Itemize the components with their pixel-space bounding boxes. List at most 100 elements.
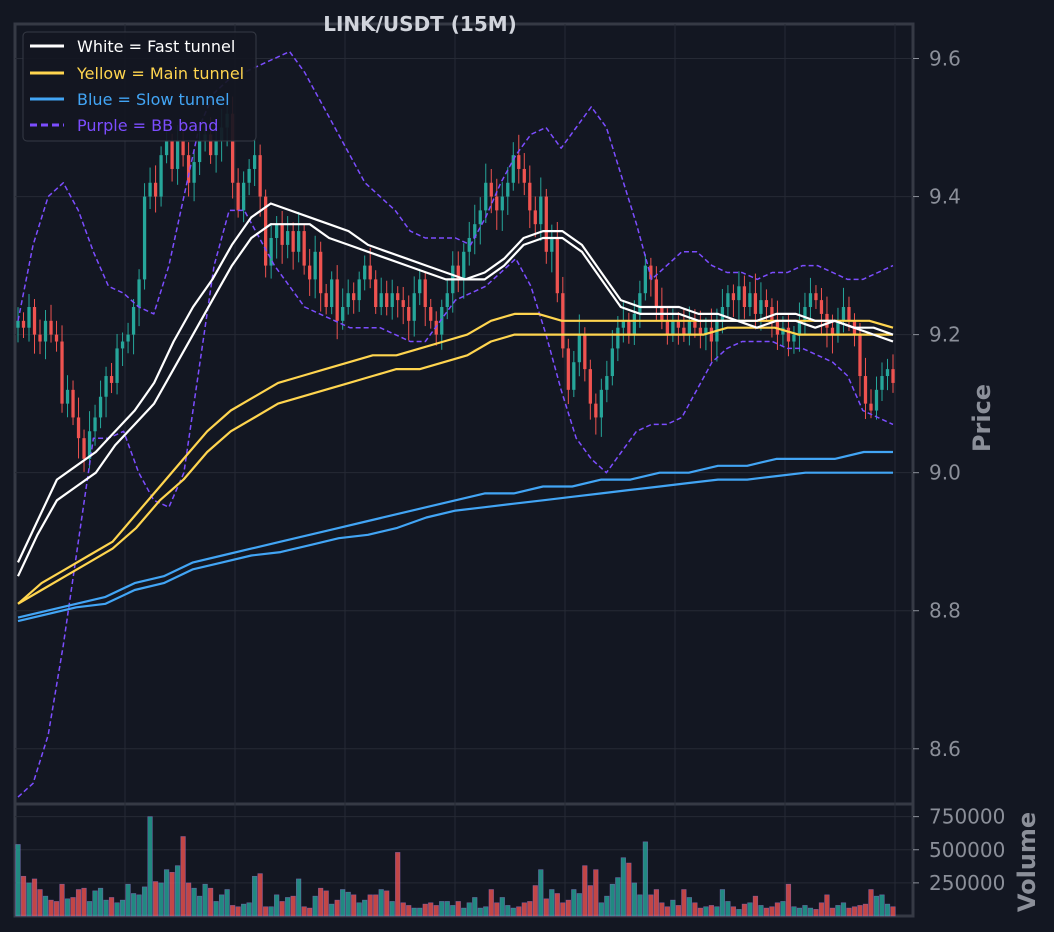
volume-bar [125,883,131,917]
volume-bar [285,897,291,917]
candle-body [352,293,356,301]
candle-body [153,182,158,197]
candle-body [170,141,174,169]
volume-axis-title: Volume [1013,812,1041,912]
candle-body [880,376,884,390]
volume-bar [703,906,709,917]
candle-body [115,348,119,383]
volume-bar [218,894,225,917]
volume-bar [835,905,841,917]
volume-bar [565,899,571,917]
candle-body [671,320,675,335]
candle-body [687,320,692,335]
candle-body [544,196,548,252]
candle-body [841,307,846,321]
volume-bar [714,906,720,917]
candle-body [517,155,521,169]
candle-body [38,334,42,342]
volume-bar [147,816,153,917]
bb-upper-line [17,50,894,321]
candle-body [632,313,636,335]
candle-body [208,134,213,156]
candle-body [346,293,350,308]
volume-bar [521,902,527,917]
volume-bar [345,891,351,917]
candle-body [506,182,510,197]
volume-bar [433,905,439,917]
volume-bar [307,907,313,917]
volume-bar [862,903,869,917]
volume-bar [141,886,148,917]
volume-bar [587,885,593,917]
candle-body [148,182,152,197]
volume-bar [86,901,93,917]
volume-bar [312,895,318,917]
candle-body [720,307,725,321]
candle-body [803,307,807,321]
volume-bar [846,907,852,917]
volume-bar [417,907,423,917]
volume-bar [560,902,566,917]
candle-body [742,286,747,308]
volume-bar [648,894,654,917]
legend-label-fast: White = Fast tunnel [77,37,235,56]
volume-ticks: 750000 500000 250000 [913,805,1005,895]
candle-body [484,182,488,211]
volume-bar [796,907,803,917]
candle-body [291,231,295,252]
candle-body [319,251,323,294]
volume-bar [428,902,434,917]
volume-bar [152,881,159,917]
volume-bar [598,902,604,917]
volume-bar [163,869,170,917]
volume-bar [191,887,197,917]
candle-body [577,334,581,363]
candle-body [357,279,361,301]
volume-bar [620,857,626,917]
candle-body [313,251,317,280]
volume-bar [406,905,412,917]
volume-bar [373,894,379,917]
volume-bar [780,901,786,917]
candle-body [594,403,598,418]
candle-body [588,369,592,404]
candle-body [363,265,367,280]
volume-bar [296,878,302,917]
candle-body [297,231,301,252]
volume-bar [229,905,236,917]
volume-bar [769,906,775,917]
main-tunnel-lower-line [17,326,893,605]
candle-body [131,307,136,335]
volume-bar [224,889,230,917]
candle-body [49,320,53,335]
volume-bar [505,905,511,917]
volume-bar [719,889,726,917]
price-tick-label: 8.8 [929,599,961,623]
candle-body [786,327,791,342]
volume-bar [516,906,522,917]
candle-body [797,320,802,335]
candle-body [605,376,609,390]
volume-bar [108,897,115,917]
volume-bar [92,890,98,917]
slow-tunnel-lower-line [17,471,893,623]
volume-bar [802,905,808,917]
volume-bar [263,906,269,917]
volume-bar [241,903,247,917]
volume-bar [681,889,687,917]
legend-label-main: Yellow = Main tunnel [76,64,244,83]
volume-bar [362,899,368,917]
volume-bar [840,902,847,917]
candle-body [93,417,97,432]
candle-body [445,293,449,308]
volume-bar [538,869,544,917]
volume-bar [318,887,324,917]
candle-body [874,389,879,411]
price-tick-label: 9.2 [929,323,961,347]
candle-body [120,341,125,349]
candle-body [164,141,169,156]
candle-body [770,307,774,321]
candle-body [308,265,312,280]
volume-bar [571,889,577,917]
